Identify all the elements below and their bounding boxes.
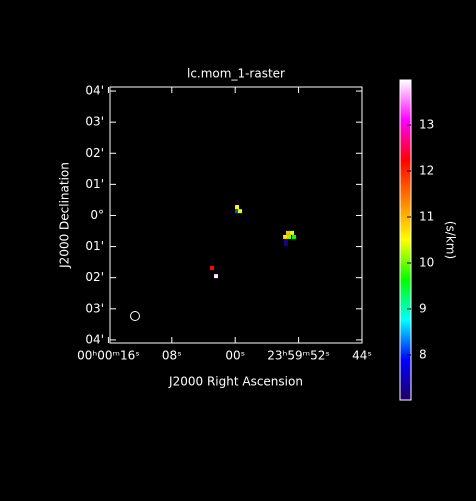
colorbar-tick-label: 13 — [419, 118, 434, 132]
y-tick-label: 02' — [85, 146, 104, 160]
x-tick-label: 44ˢ — [352, 349, 372, 363]
pixel — [285, 230, 290, 235]
y-tick-label: 02' — [85, 270, 104, 284]
x-tick-label: 00ʰ00ᵐ16ˢ — [77, 349, 140, 363]
colorbar-tick-label: 9 — [419, 301, 427, 315]
colorbar-tick-label: 11 — [419, 210, 434, 224]
pixel — [290, 230, 295, 235]
x-tick-label: 23ʰ59ᵐ52ˢ — [267, 349, 330, 363]
pixel — [238, 209, 243, 214]
y-tick-label: 03' — [85, 115, 104, 129]
y-tick-label: 04' — [85, 84, 104, 98]
x-tick-label: 00ˢ — [225, 349, 245, 363]
colorbar-label: (s/km) — [444, 221, 458, 259]
y-tick-label: 03' — [85, 301, 104, 315]
y-axis-label: J2000 Declination — [58, 162, 72, 269]
x-tick-label: 08ˢ — [162, 349, 182, 363]
colorbar-tick-label: 8 — [419, 347, 427, 361]
chart-title: lc.mom_1-raster — [187, 67, 285, 81]
pixel — [287, 234, 292, 239]
y-tick-label: 01' — [85, 177, 104, 191]
beam — [130, 311, 140, 321]
pixel — [292, 234, 297, 239]
colorbar-tick-label: 10 — [419, 255, 434, 269]
x-axis-label: J2000 Right Ascension — [168, 375, 303, 389]
pixel — [235, 205, 240, 210]
pixel — [235, 209, 240, 214]
pixel — [284, 238, 289, 243]
y-tick-label: 04' — [85, 332, 104, 346]
pixel — [284, 242, 289, 247]
colorbar-tick-label: 12 — [419, 164, 434, 178]
pixel — [214, 274, 219, 279]
y-tick-label: 01' — [85, 239, 104, 253]
y-tick-label: 0° — [90, 208, 104, 222]
pixel — [283, 234, 288, 239]
colorbar — [399, 79, 412, 401]
pixel — [209, 266, 214, 271]
